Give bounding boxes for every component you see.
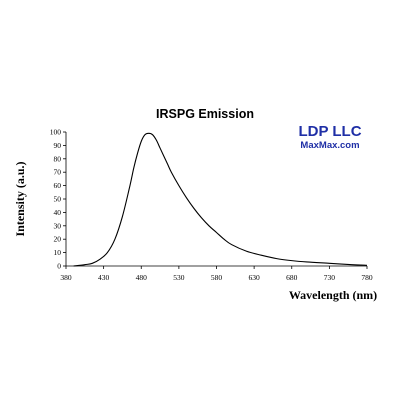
x-tick-label: 380 [60,273,72,282]
y-tick-label: 100 [50,128,62,137]
x-tick-label: 680 [286,273,298,282]
x-tick-label: 430 [98,273,110,282]
y-tick-label: 50 [54,195,62,204]
y-tick-label: 10 [54,248,62,257]
brand-site: MaxMax.com [300,140,359,151]
x-tick-label: 780 [361,273,373,282]
x-tick-label: 580 [211,273,223,282]
x-tick-label: 530 [173,273,185,282]
x-tick-label: 630 [249,273,261,282]
brand-name: LDP LLC [298,123,361,140]
emission-curve [73,132,368,267]
y-ticks: 0 10 20 30 40 50 60 70 80 90 100 [50,128,66,271]
y-tick-label: 70 [54,168,62,177]
x-tick-label: 480 [136,273,148,282]
x-ticks: 380 430 480 530 580 630 680 730 780 [60,266,373,282]
y-tick-label: 60 [54,181,62,190]
y-tick-label: 80 [54,154,62,163]
y-axis-label: Intensity (a.u.) [13,161,27,236]
y-tick-label: 0 [57,262,61,271]
y-tick-label: 40 [54,208,62,217]
x-tick-label: 730 [324,273,336,282]
x-axis-label: Wavelength (nm) [289,288,377,302]
y-tick-label: 30 [54,221,62,230]
y-tick-label: 90 [54,141,62,150]
chart-title: IRSPG Emission [156,107,254,121]
y-tick-label: 20 [54,235,62,244]
